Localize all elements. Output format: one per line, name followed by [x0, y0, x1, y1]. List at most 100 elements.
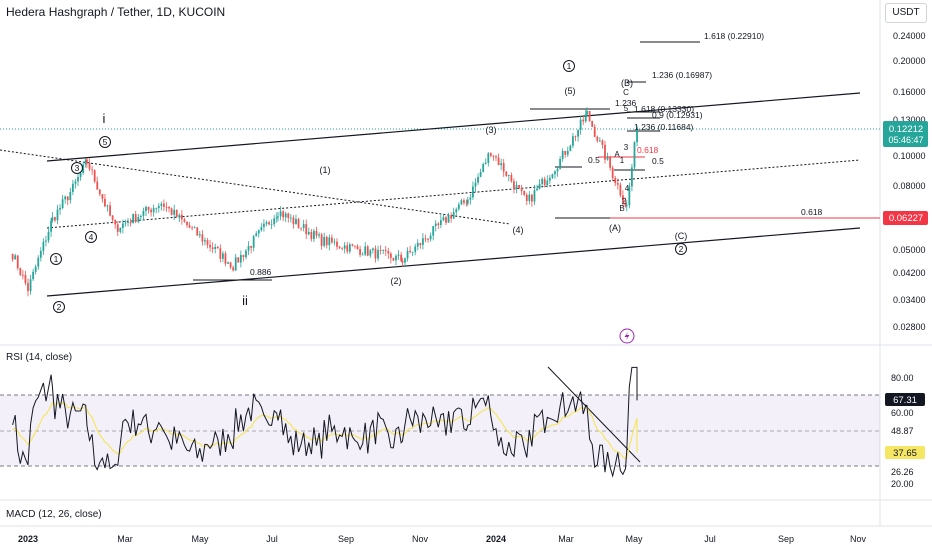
candle-body [419, 242, 422, 245]
rsi-tick-label: 48.87 [891, 426, 914, 436]
candle-body [404, 258, 406, 263]
time-tick-label: Mar [117, 534, 133, 544]
candle-body [14, 255, 17, 260]
candle-body [229, 262, 232, 268]
candle-body [145, 206, 147, 212]
candle-body [556, 168, 559, 172]
candle-body [56, 209, 59, 221]
candle-body [596, 136, 599, 141]
fib-1618-mid-label: 1.618 (0.13330) [634, 104, 694, 114]
wave-circle-label-5: 5 [103, 137, 108, 147]
wave-sub-1: 1 [620, 156, 625, 165]
rsi-trendline[interactable] [547, 366, 641, 463]
candle-body [497, 157, 500, 166]
candle-body [414, 246, 417, 252]
rsi-line[interactable] [12, 366, 638, 478]
wave-circle-label-2-left: 2 [57, 302, 62, 312]
circle-1-top [563, 60, 575, 72]
candle-body [487, 153, 490, 163]
wave-circle-label-3: 3 [75, 163, 80, 173]
candle-body [584, 114, 587, 122]
candle-body [11, 253, 14, 260]
time-tick-label: Nov [850, 534, 867, 544]
candle-body [237, 257, 240, 263]
current-price-badge [883, 121, 928, 147]
candle-body [561, 150, 564, 159]
candle-body [221, 253, 224, 259]
candle-body [263, 223, 265, 228]
price-tick-label: 0.16000 [893, 87, 926, 97]
candle-body [219, 248, 222, 259]
candle-body [50, 220, 52, 232]
fib-price-badge [883, 211, 928, 225]
channel-upper[interactable] [46, 92, 861, 162]
candle-body [104, 198, 106, 207]
candle-body [400, 254, 403, 261]
price-axis[interactable]: 0.24000 0.20000 0.16000 0.13000 0.10000 0.080… [893, 31, 926, 332]
candle-body [541, 178, 544, 185]
candle-body [586, 110, 588, 115]
wave-pC-label: (C) [675, 231, 688, 241]
candles[interactable] [11, 107, 638, 297]
candle-body [289, 217, 292, 219]
candle-body [214, 246, 217, 249]
candle-body [19, 268, 22, 275]
candle-body [479, 172, 482, 177]
circle-1 [50, 253, 62, 265]
candle-body [96, 181, 99, 190]
rsi-value-badge [885, 393, 925, 406]
candle-body [566, 150, 569, 155]
candle-body [155, 208, 158, 209]
candle-body [439, 220, 442, 226]
candle-body [88, 162, 91, 170]
candle-body [372, 248, 374, 251]
candle-body [196, 227, 199, 236]
candle-body [377, 249, 379, 259]
candle-body [193, 227, 196, 229]
candle-body [114, 219, 117, 225]
candle-body [515, 185, 518, 189]
rsi-ma-text: 37.65 [893, 448, 917, 459]
candle-body [134, 214, 137, 222]
candle-body [366, 246, 369, 256]
candle-body [333, 241, 336, 243]
candle-body [582, 119, 585, 122]
candle-body [206, 240, 209, 245]
candle-body [495, 156, 497, 158]
candle-body [186, 221, 188, 226]
price-tick-label: 0.05000 [893, 245, 926, 255]
fib-05-a-label: 0.5 [588, 155, 600, 165]
wave-sub-5: 5 [624, 104, 629, 113]
candle-body [47, 231, 50, 241]
candle-body [543, 178, 546, 185]
wave-sub-A: A [614, 150, 620, 159]
price-tick-label: 0.24000 [893, 31, 926, 41]
price-tick-label: 0.03400 [893, 295, 926, 305]
candle-body [559, 158, 562, 169]
price-pane[interactable] [0, 0, 880, 345]
time-axis[interactable]: 2023 Mar May Jul Sep Nov 2024 Mar May Jul Sep Nov [18, 534, 867, 544]
candle-body [204, 240, 206, 242]
fib-1618-top-label: 1.618 (0.22910) [704, 31, 764, 41]
candle-body [129, 222, 132, 224]
currency-selector[interactable]: USDT [885, 3, 927, 23]
candle-body [287, 213, 290, 218]
candle-body [232, 267, 235, 271]
candle-body [564, 150, 567, 155]
candle-body [359, 249, 361, 255]
candle-body [338, 246, 341, 248]
candle-body [548, 177, 551, 181]
candle-body [598, 140, 601, 142]
fib-price-text: 0.06227 [889, 213, 923, 224]
candle-body [178, 214, 181, 217]
candle-body [211, 247, 214, 249]
candle-body [469, 197, 472, 200]
rsi-axis[interactable]: 80.00 60.00 48.87 26.26 20.00 [891, 373, 914, 489]
candle-body [520, 188, 523, 191]
candle-body [341, 247, 344, 249]
price-tick-label: 0.13000 [893, 115, 926, 125]
candle-body [163, 203, 165, 207]
channel-lower[interactable] [46, 227, 861, 297]
wave-p3-label: (3) [486, 125, 497, 135]
candle-body [119, 228, 122, 232]
